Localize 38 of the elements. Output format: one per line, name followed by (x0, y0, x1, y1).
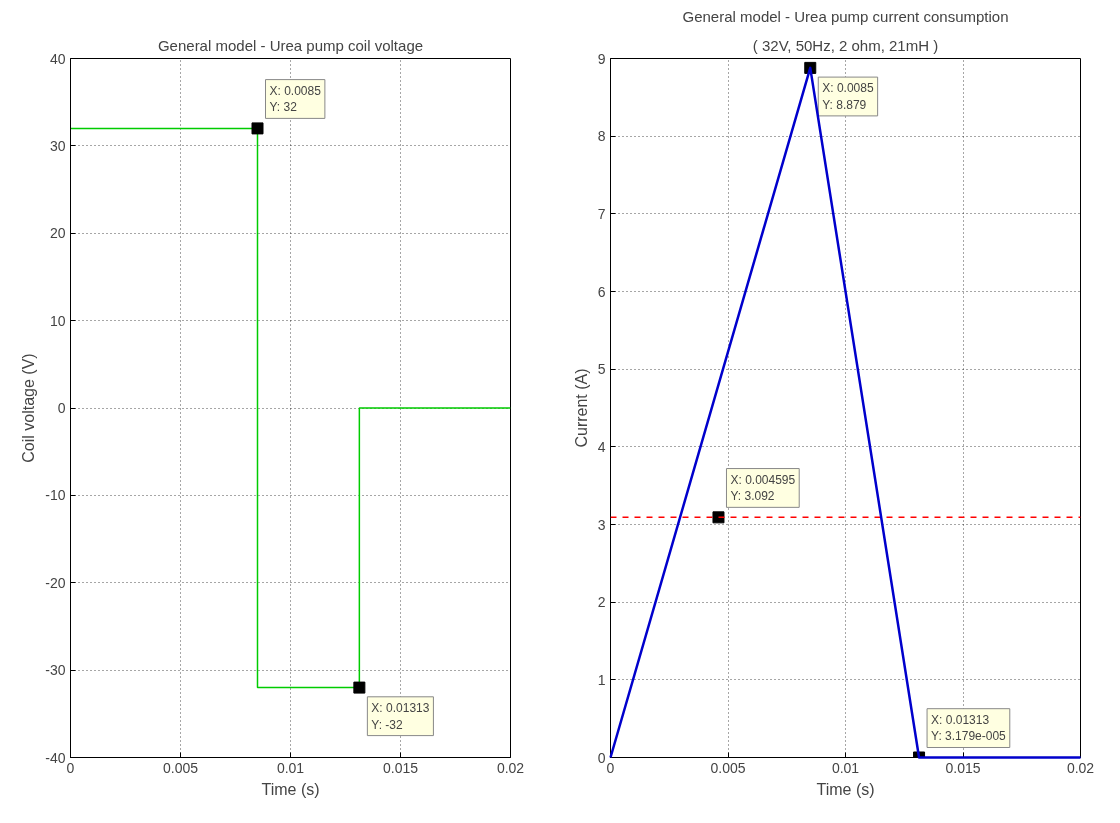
y-tick-label: 40 (49, 50, 66, 67)
y-tick-label: 6 (597, 283, 606, 300)
y-axis-title: Coil voltage (V) (20, 353, 38, 463)
x-tick-label: 0.015 (382, 759, 419, 776)
x-axis-title: Time (s) (816, 780, 875, 798)
x-tick-label: 0.02 (1066, 759, 1095, 776)
x-tick-label: 0.02 (496, 759, 525, 776)
y-tick-label: 0 (57, 400, 66, 416)
chart-title: General model - Urea pump coil voltage (157, 36, 424, 54)
y-tick-label: 1 (597, 671, 606, 688)
y-tick-label: 5 (597, 361, 606, 378)
y-tick-label: 4 (597, 438, 606, 455)
x-tick-label: 0.005 (162, 759, 199, 776)
annotation: X: 0.01313 Y: 3.179e-005 (931, 712, 1007, 744)
y-tick-label: 10 (49, 312, 66, 329)
y-tick-label: -20 (45, 574, 66, 591)
y-tick-label: -40 (45, 749, 66, 766)
y-tick-label: 7 (597, 205, 606, 222)
annotation: X: 0.0085 Y: 8.879 (822, 81, 874, 112)
chart-title: General model - Urea pump current consumption (682, 7, 1009, 25)
y-tick-label: -30 (45, 662, 66, 679)
x-axis-title: Time (s) (261, 780, 320, 798)
x-tick-label: 0.01 (831, 759, 860, 776)
x-tick-label: 0.015 (945, 759, 981, 776)
x-tick-label: 0.005 (710, 759, 746, 776)
y-tick-label: 9 (597, 50, 606, 67)
y-tick-label: 8 (597, 128, 606, 145)
annotation: X: 0.01313 Y: -32 (371, 700, 430, 732)
x-tick-label: 0.01 (276, 759, 305, 776)
annotation: X: 0.0085 Y: 32 (269, 83, 322, 115)
y-tick-label: 30 (49, 137, 66, 154)
chart-subtitle: ( 32V, 50Hz, 2 ohm, 21mH ) (752, 36, 939, 54)
y-tick-label: -10 (45, 487, 66, 504)
y-tick-label: 3 (597, 516, 606, 533)
y-tick-label: 2 (597, 594, 606, 611)
y-tick-label: 20 (49, 225, 66, 242)
annotation: X: 0.004595 Y: 3.092 (730, 472, 796, 504)
y-axis-title: Current (A) (572, 368, 590, 448)
